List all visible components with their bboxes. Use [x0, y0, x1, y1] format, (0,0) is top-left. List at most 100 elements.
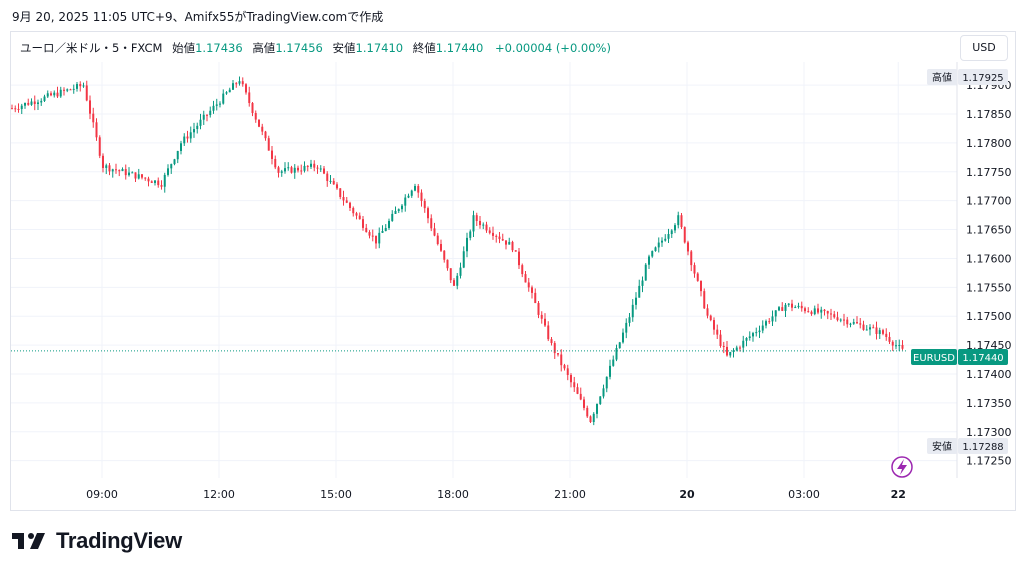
- candle-body: [430, 218, 433, 229]
- candle-body: [856, 322, 858, 324]
- candle-body: [391, 213, 394, 221]
- chart-panel[interactable]: [10, 31, 1016, 511]
- candle-body: [40, 100, 43, 103]
- candle-body: [453, 280, 455, 286]
- currency-button[interactable]: USD: [960, 35, 1008, 61]
- candle-body: [154, 180, 156, 183]
- candle-body: [592, 413, 595, 423]
- price-tag-label: 安値: [932, 440, 952, 453]
- y-tick-label: 1.17400: [966, 368, 1012, 381]
- candle-body: [446, 259, 449, 269]
- candle-body: [410, 190, 413, 196]
- candle-body: [501, 239, 504, 241]
- candle-body: [557, 353, 559, 355]
- candle-body: [414, 186, 416, 191]
- candle-body: [722, 345, 725, 347]
- x-tick-label: 03:00: [788, 488, 820, 501]
- candle-body: [563, 365, 566, 369]
- candle-body: [241, 81, 244, 85]
- candle-body: [24, 102, 26, 106]
- candle-body: [381, 230, 384, 233]
- candle-body: [212, 105, 215, 111]
- candle-body: [573, 382, 576, 388]
- price-tag-label: 高値: [932, 71, 952, 84]
- candle-body: [560, 354, 563, 366]
- price-tag-value: 1.17925: [962, 73, 1003, 84]
- candle-body: [173, 159, 176, 165]
- candle-body: [657, 242, 660, 248]
- candle-body: [43, 96, 46, 101]
- candle-body: [791, 303, 793, 308]
- price-tag-value: 1.17288: [962, 442, 1003, 453]
- high-label: 高値: [252, 41, 276, 55]
- price-tag-value-bg: [958, 438, 1008, 454]
- candle-body: [794, 307, 797, 309]
- y-tick-label: 1.17750: [966, 166, 1012, 179]
- candle-body: [404, 197, 407, 206]
- candle-body: [888, 336, 891, 342]
- candle-body: [625, 322, 628, 333]
- candle-body: [375, 235, 377, 244]
- candle-body: [875, 327, 878, 335]
- candle-body: [170, 164, 173, 169]
- y-tick-label: 1.17500: [966, 310, 1012, 323]
- candle-body: [804, 308, 806, 312]
- candle-body: [514, 250, 517, 252]
- candle-body: [245, 84, 247, 93]
- candle-body: [92, 113, 95, 123]
- candle-body: [527, 282, 530, 288]
- candle-body: [79, 84, 82, 87]
- candle-body: [440, 244, 442, 251]
- candle-body: [797, 305, 800, 308]
- candle-body: [696, 273, 699, 281]
- candle-body: [719, 334, 722, 346]
- candle-body: [394, 210, 397, 214]
- candle-body: [511, 241, 514, 251]
- candle-body: [859, 323, 862, 325]
- candle-body: [700, 280, 702, 292]
- tradingview-brand[interactable]: TradingView: [12, 528, 182, 554]
- candle-body: [14, 108, 17, 110]
- close-value: 1.17440: [435, 41, 484, 55]
- candle-body: [209, 110, 212, 116]
- candle-body: [202, 114, 205, 120]
- symbol-title[interactable]: ユーロ／米ドル・5・FXCM: [20, 41, 163, 55]
- candle-body: [784, 304, 787, 311]
- candle-body: [131, 172, 134, 174]
- candle-body: [115, 169, 117, 171]
- candle-body: [332, 180, 335, 185]
- candle-body: [316, 167, 319, 169]
- high-value: 1.17456: [275, 41, 323, 55]
- candle-body: [826, 311, 829, 314]
- tradingview-logo-icon: [12, 533, 45, 549]
- candle-body: [267, 138, 270, 151]
- candle-body: [261, 126, 264, 132]
- candle-body: [654, 247, 657, 252]
- candle-body: [196, 125, 199, 130]
- candle-body: [355, 213, 358, 216]
- candle-body: [599, 396, 602, 404]
- candle-body: [33, 101, 36, 104]
- y-tick-label: 1.17800: [966, 137, 1012, 150]
- candle-body: [365, 227, 368, 233]
- candle-body: [53, 92, 56, 96]
- candle-body: [482, 224, 485, 226]
- candle-body: [677, 215, 680, 226]
- candle-body: [248, 92, 251, 104]
- candle-body: [46, 93, 49, 97]
- candle-body: [479, 221, 481, 226]
- candle-body: [755, 332, 758, 334]
- candle-body: [648, 256, 650, 265]
- candle-body: [566, 368, 569, 375]
- y-tick-label: 1.17850: [966, 108, 1012, 121]
- low-label: 安値: [332, 41, 356, 55]
- candle-body: [329, 180, 332, 182]
- candle-body: [128, 172, 130, 176]
- candle-body: [167, 168, 169, 175]
- candle-body: [342, 196, 345, 201]
- candle-body: [553, 343, 556, 354]
- candle-body: [547, 325, 550, 340]
- candle-body: [615, 348, 618, 360]
- candle-body: [758, 330, 761, 333]
